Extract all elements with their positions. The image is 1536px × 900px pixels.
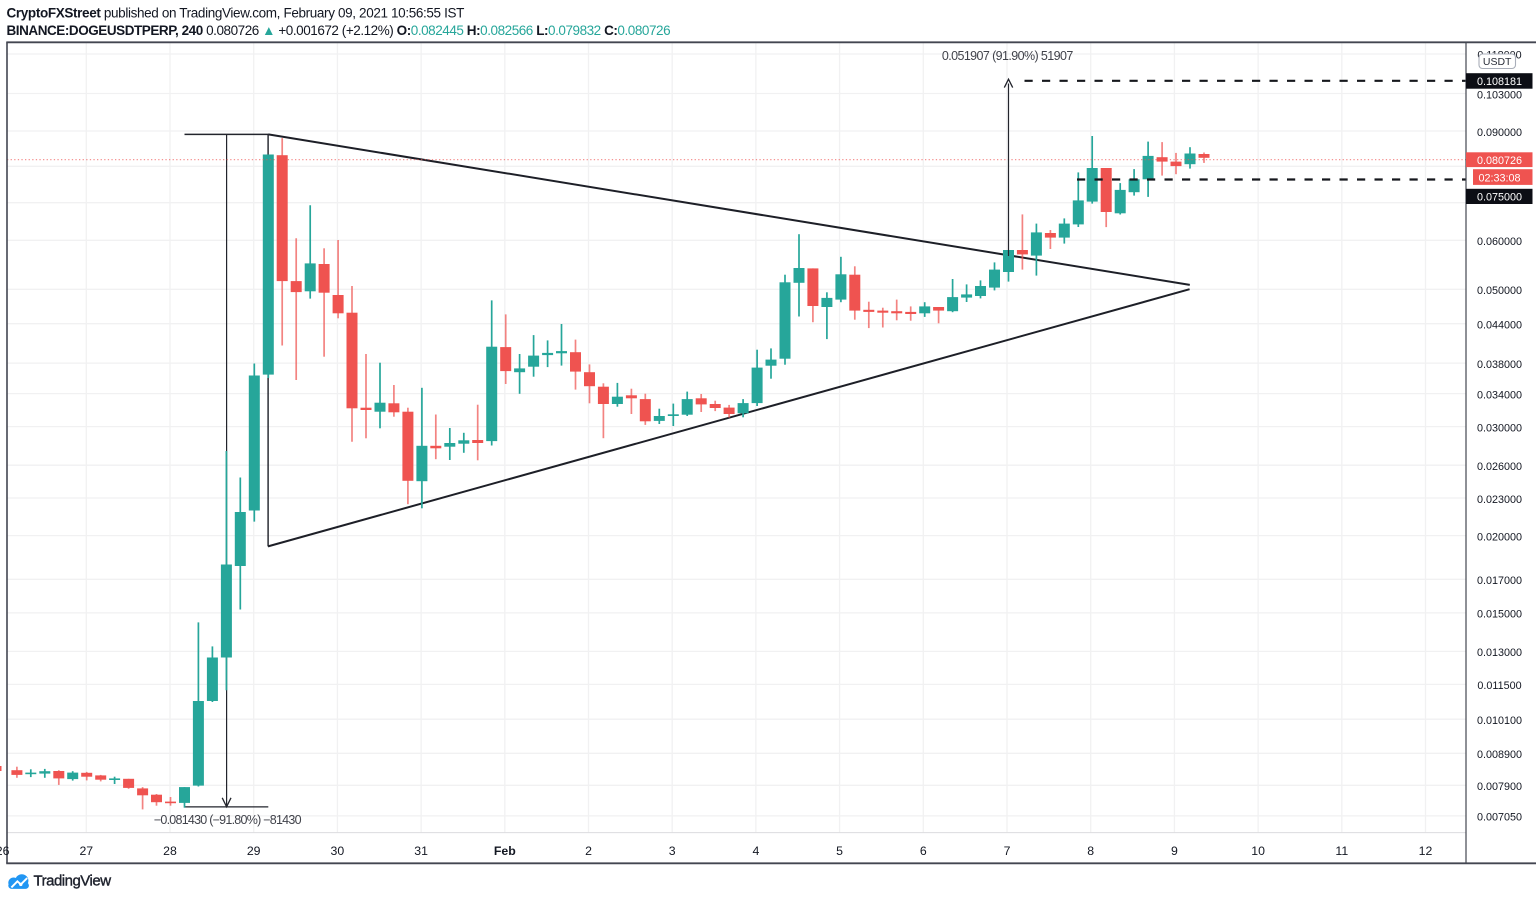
svg-text:0.034000: 0.034000 xyxy=(1477,389,1522,401)
svg-text:7: 7 xyxy=(1004,844,1011,858)
svg-text:0.013000: 0.013000 xyxy=(1477,647,1522,659)
svg-text:0.050000: 0.050000 xyxy=(1477,285,1522,297)
svg-text:0.023000: 0.023000 xyxy=(1477,494,1522,506)
svg-text:31: 31 xyxy=(414,844,428,858)
svg-text:0.026000: 0.026000 xyxy=(1477,461,1522,473)
svg-text:02:33:08: 02:33:08 xyxy=(1478,172,1520,184)
svg-text:30: 30 xyxy=(331,844,345,858)
svg-text:0.075000: 0.075000 xyxy=(1477,192,1522,204)
svg-text:0.007900: 0.007900 xyxy=(1477,781,1522,793)
svg-text:0.038000: 0.038000 xyxy=(1477,359,1522,371)
svg-text:CryptoFXStreet published on Tr: CryptoFXStreet published on TradingView.… xyxy=(7,5,465,20)
svg-text:2: 2 xyxy=(585,844,592,858)
svg-text:0.044000: 0.044000 xyxy=(1477,320,1522,332)
svg-text:10: 10 xyxy=(1251,844,1265,858)
svg-text:0.060000: 0.060000 xyxy=(1477,236,1522,248)
svg-text:0.090000: 0.090000 xyxy=(1477,127,1522,139)
svg-text:0.015000: 0.015000 xyxy=(1477,609,1522,621)
svg-text:0.008900: 0.008900 xyxy=(1477,749,1522,761)
svg-text:0.007050: 0.007050 xyxy=(1477,812,1522,824)
svg-text:27: 27 xyxy=(79,844,93,858)
svg-text:0.103000: 0.103000 xyxy=(1477,89,1522,101)
svg-text:BINANCE:DOGEUSDTPERP, 240 0.0: BINANCE:DOGEUSDTPERP, 240 0.080726 ▲ +0.… xyxy=(7,23,671,38)
svg-text:29: 29 xyxy=(247,844,261,858)
svg-text:9: 9 xyxy=(1171,844,1178,858)
svg-text:28: 28 xyxy=(163,844,177,858)
svg-text:TradingView: TradingView xyxy=(34,872,112,889)
svg-text:0.030000: 0.030000 xyxy=(1477,422,1522,434)
svg-text:5: 5 xyxy=(836,844,843,858)
svg-text:0.080726: 0.080726 xyxy=(1477,155,1522,167)
svg-text:8: 8 xyxy=(1087,844,1094,858)
svg-text:12: 12 xyxy=(1419,844,1433,858)
svg-text:0.051907 (91.90%) 51907: 0.051907 (91.90%) 51907 xyxy=(942,49,1073,63)
svg-text:Feb: Feb xyxy=(494,844,516,858)
svg-text:3: 3 xyxy=(669,844,676,858)
svg-text:0.017000: 0.017000 xyxy=(1477,575,1522,587)
svg-text:0.010100: 0.010100 xyxy=(1477,715,1522,727)
svg-text:0.011500: 0.011500 xyxy=(1477,680,1521,692)
svg-text:26: 26 xyxy=(0,844,10,858)
svg-text:11: 11 xyxy=(1335,844,1348,858)
svg-text:0.020000: 0.020000 xyxy=(1477,531,1522,543)
svg-text:4: 4 xyxy=(752,844,759,858)
svg-text:0.108181: 0.108181 xyxy=(1477,76,1522,88)
svg-text:USDT: USDT xyxy=(1483,56,1512,68)
svg-text:−0.081430 (−91.80%) −81430: −0.081430 (−91.80%) −81430 xyxy=(154,813,302,827)
svg-text:6: 6 xyxy=(920,844,927,858)
